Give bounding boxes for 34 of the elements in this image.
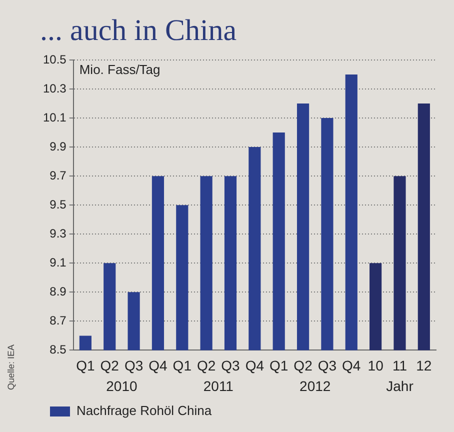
text: 2010 <box>106 378 138 394</box>
x-tick-label: Q3 <box>318 357 337 374</box>
text: Jahr <box>386 378 414 394</box>
y-tick-label: 9.1 <box>50 255 67 270</box>
x-tick-label: Q2 <box>196 357 216 374</box>
x-tick-label: Q4 <box>342 357 361 374</box>
x-tick-label: 11 <box>392 357 408 374</box>
y-tick-label: 9.7 <box>50 168 67 182</box>
y-axis-title: Mio. Fass/Tag <box>79 62 160 78</box>
x-tick-label: Q1 <box>270 357 288 374</box>
y-tick-label: 9.9 <box>50 139 67 154</box>
chart-title: ... auch in China <box>40 14 237 47</box>
y-tick-label: 10.5 <box>42 52 67 66</box>
y-tick-label: 8.5 <box>50 342 67 357</box>
x-tick-label: 12 <box>416 357 432 374</box>
x-tick-label: Q2 <box>294 357 313 374</box>
x-tick-label: Q2 <box>100 357 120 374</box>
x-tick-label: Q3 <box>221 357 240 374</box>
y-tick-label: 10.3 <box>42 81 67 96</box>
x-tick-label: Q1 <box>76 357 95 374</box>
text: 2011 <box>203 378 234 394</box>
x-tick-label: Q4 <box>245 357 264 374</box>
legend-label: Nachfrage Rohöl China <box>76 403 212 418</box>
y-tick-label: 9.3 <box>50 226 67 240</box>
y-tick-label: 9.5 <box>50 197 67 212</box>
x-tick-label: 10 <box>368 357 384 374</box>
x-tick-label: Q4 <box>148 357 168 374</box>
y-tick-label: 8.9 <box>50 284 67 298</box>
text: 2012 <box>300 378 331 394</box>
source-note: Quelle: IEA <box>6 344 16 390</box>
x-tick-label: Q3 <box>124 357 144 374</box>
y-tick-label: 8.7 <box>50 313 67 328</box>
x-tick-label: Q1 <box>172 357 192 374</box>
y-tick-label: 10.1 <box>42 110 67 124</box>
